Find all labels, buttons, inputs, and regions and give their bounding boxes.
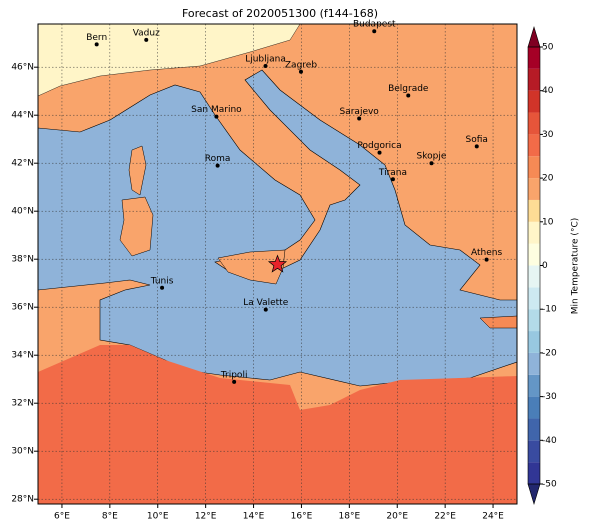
colorbar-tick-label: 40: [542, 86, 554, 96]
colorbar-band: [528, 178, 540, 200]
city-label: Belgrade: [388, 84, 429, 94]
colorbar-band: [528, 221, 540, 244]
city-dot: [263, 307, 268, 312]
colorbar-band: [528, 374, 540, 397]
x-tick-label: 16°E: [291, 512, 313, 522]
y-tick-label: 40°N: [11, 207, 34, 217]
colorbar-tick-label: 0: [542, 261, 548, 271]
city-dot: [372, 29, 377, 34]
x-tick-label: 14°E: [243, 512, 265, 522]
colorbar-band: [528, 352, 540, 375]
colorbar-band: [528, 243, 540, 266]
colorbar-band: [528, 440, 540, 463]
y-tick-label: 30°N: [11, 447, 34, 457]
x-tick-label: 18°E: [339, 512, 361, 522]
city-dot: [474, 144, 479, 149]
city-label: Skopje: [417, 152, 447, 162]
city-label: Sofia: [466, 135, 488, 145]
colorbar-band: [528, 134, 540, 157]
alps: [38, 24, 301, 97]
city-label: Vaduz: [133, 28, 160, 38]
colorbar-band: [528, 309, 540, 332]
x-tick-label: 6°E: [54, 512, 70, 522]
city-label: Tirana: [378, 168, 407, 178]
colorbar-tick-label: 20: [542, 174, 554, 184]
city-dot: [232, 379, 237, 384]
colorbar-band: [528, 287, 540, 310]
colorbar-band: [528, 396, 540, 419]
y-tick-label: 32°N: [11, 399, 34, 409]
city-dot: [263, 64, 268, 68]
map-layers: [38, 24, 517, 504]
city-label: Budapest: [353, 20, 396, 30]
x-tick-label: 24°E: [482, 512, 504, 522]
colorbar-tick-label: -50: [542, 480, 557, 490]
city-label: Tunis: [150, 276, 174, 286]
crete: [479, 315, 517, 329]
y-tick-label: 28°N: [11, 495, 34, 505]
colorbar-tick-label: 30: [542, 130, 554, 140]
colorbar-tick-label: -30: [542, 392, 557, 402]
colorbar-tick-label: -20: [542, 348, 557, 358]
city-dot: [160, 285, 165, 290]
city-dot: [357, 116, 362, 121]
city-dot: [144, 37, 149, 42]
sicily: [217, 249, 286, 285]
colorbar-band: [528, 47, 540, 69]
colorbar-band: [528, 265, 540, 288]
city-dot: [94, 42, 99, 47]
city-dot: [377, 150, 382, 155]
y-tick-label: 36°N: [11, 303, 34, 313]
colorbar-tick-label: 10: [542, 217, 554, 227]
colorbar-band: [528, 199, 540, 222]
colorbar-tick-label: -40: [542, 436, 557, 446]
x-tick-label: 20°E: [386, 512, 408, 522]
x-tick-label: 22°E: [434, 512, 456, 522]
city-dot: [215, 163, 220, 168]
sardinia: [119, 196, 154, 257]
y-tick-label: 38°N: [11, 255, 34, 265]
city-dot: [429, 161, 434, 166]
y-tick-label: 46°N: [11, 63, 34, 73]
colorbar-label: Min Temperature (°C): [571, 218, 581, 315]
colorbar-band: [528, 90, 540, 113]
city-dot: [390, 177, 395, 182]
colorbar-over: [527, 25, 541, 48]
x-tick-label: 12°E: [195, 512, 217, 522]
title: Forecast of 2020051300 (f144-168): [182, 7, 378, 20]
city-label: Athens: [471, 248, 502, 258]
colorbar-band: [528, 418, 540, 441]
colorbar-band: [528, 462, 540, 484]
colorbar-band: [528, 112, 540, 135]
corsica: [128, 145, 147, 196]
colorbar-tick-label: -10: [542, 305, 557, 315]
city-dot: [298, 69, 303, 74]
city-dot: [214, 114, 219, 119]
x-tick-label: 8°E: [102, 512, 118, 522]
city-label: Roma: [205, 154, 231, 164]
map-frame: [37, 23, 518, 505]
x-tick-label: 10°E: [147, 512, 169, 522]
y-tick-label: 44°N: [11, 111, 34, 121]
city-dot: [484, 257, 489, 262]
y-tick-label: 34°N: [11, 351, 34, 361]
colorbar-band: [528, 68, 540, 91]
y-tick-label: 42°N: [11, 159, 34, 169]
city-label: Zagreb: [285, 60, 317, 70]
colorbar-band: [528, 331, 540, 353]
colorbar-band: [528, 156, 540, 179]
colorbar-tick-label: 50: [542, 43, 554, 53]
city-label: Ljubljana: [245, 55, 286, 65]
city-label: Bern: [86, 33, 107, 43]
city-label: Tripoli: [220, 370, 248, 380]
colorbar-under: [527, 483, 541, 506]
city-label: Podgorica: [357, 141, 401, 151]
city-label: Sarajevo: [340, 107, 380, 117]
city-label: San Marino: [191, 105, 242, 115]
city-label: La Valette: [243, 298, 288, 308]
city-dot: [406, 93, 411, 98]
star-marker: [267, 254, 288, 273]
